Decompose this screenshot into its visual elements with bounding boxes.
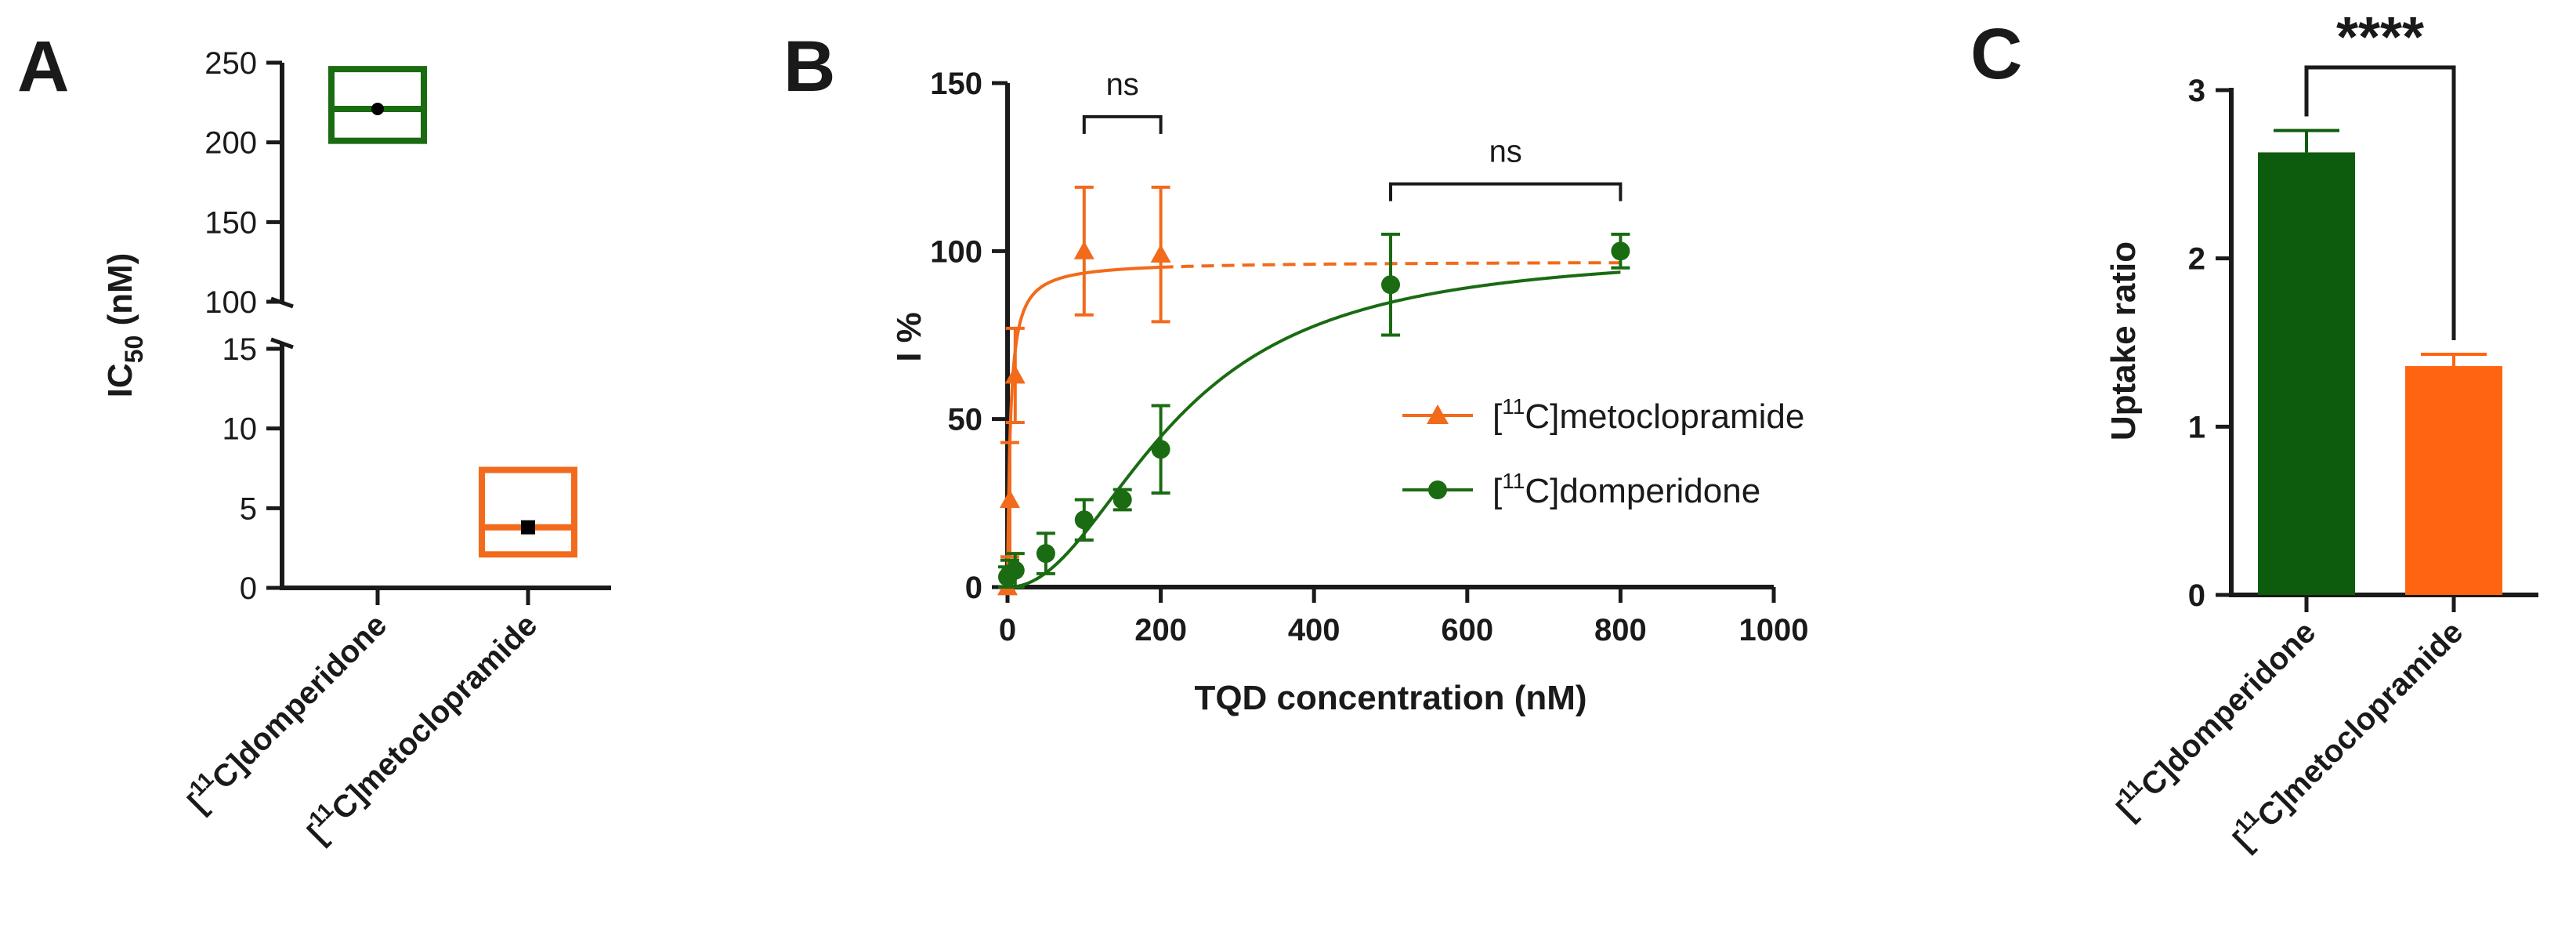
panel-a-box xyxy=(328,66,427,144)
legend-label-post: C]metoclopramide xyxy=(1525,397,1804,436)
panel-c: C 0 1 2 3 **** [11C]domperidone[11C]metoclo… xyxy=(1970,6,2538,858)
domperidone-fit-line xyxy=(1008,270,1621,589)
panel-b-x-tick-label: 200 xyxy=(1134,613,1187,647)
metoclopramide-point xyxy=(999,489,1020,508)
panel-b-annotations: ns ns xyxy=(1082,67,1623,201)
panel-b-x-tick-label: 0 xyxy=(999,613,1016,647)
panel-a-y-tick-label: 5 xyxy=(240,491,257,526)
panel-b-label: B xyxy=(783,27,835,107)
panel-a-y-tick-label: 10 xyxy=(223,412,258,447)
domperidone-point xyxy=(1005,560,1025,580)
domperidone-point xyxy=(1113,490,1132,509)
panel-b-y-tick-label: 50 xyxy=(948,403,983,437)
panel-b-x-tick-label: 800 xyxy=(1594,613,1647,647)
domperidone-point xyxy=(1611,241,1630,261)
panel-a-mean-marker xyxy=(371,102,384,115)
legend-label-pre: [ xyxy=(1492,397,1502,436)
panel-a-box xyxy=(479,466,577,558)
significance-bracket xyxy=(2304,65,2456,341)
legend-label-pre: [ xyxy=(1492,472,1502,510)
panel-a-mean-marker xyxy=(521,520,535,535)
panel-a: A 0 5 10 15 100 150 200 250 [11C]domperidone[11… xyxy=(17,27,611,850)
legend-marker xyxy=(1428,480,1447,499)
panel-a-y-title: IC50 (nM) xyxy=(101,253,148,398)
legend-label-sup: 11 xyxy=(1502,394,1525,419)
panel-c-y-tick-label: 2 xyxy=(2188,242,2205,277)
panel-b-x-tick-label: 400 xyxy=(1288,613,1340,647)
panel-b-ticks: 0 200 400 600 800 1000 0 50 100 150 xyxy=(930,67,1808,647)
panel-b-x-tick-label: 1000 xyxy=(1739,613,1809,647)
panel-a-boxes xyxy=(328,66,577,558)
panel-a-y-tick-label: 0 xyxy=(240,571,257,606)
legend-label: [11C]metoclopramide xyxy=(1492,394,1804,436)
panel-a-label: A xyxy=(17,27,69,107)
panel-b-x-title: TQD concentration (nM) xyxy=(1194,679,1586,717)
panel-a-y-ticks: 0 5 10 15 100 150 200 250 xyxy=(204,46,294,606)
domperidone-point xyxy=(1074,510,1094,530)
panel-a-y-tick-label: 15 xyxy=(223,332,258,367)
panel-c-x-tick-label: [11C]metoclopramide xyxy=(2223,611,2469,858)
panel-a-y-tick-label: 150 xyxy=(204,205,257,240)
ns-label: ns xyxy=(1106,67,1139,102)
panel-c-bar xyxy=(2405,366,2502,595)
panel-a-axis-break-mark xyxy=(270,337,294,350)
panel-b-y-tick-label: 100 xyxy=(930,234,982,269)
significance-stars: **** xyxy=(2336,6,2424,69)
panel-b-legend: [11C]metoclopramide[11C]domperidone xyxy=(1402,394,1804,510)
panel-a-y-tick-label: 250 xyxy=(204,46,257,81)
panel-a-x-labels: [11C]domperidone[11C]metoclopramide xyxy=(182,588,544,850)
domperidone-point xyxy=(1381,275,1400,295)
panel-b-data-points xyxy=(997,185,1630,596)
panel-a-x-tick-label: [11C]metoclopramide xyxy=(297,604,544,850)
panel-a-y-tick-label: 100 xyxy=(204,285,257,320)
panel-c-ticks: 0 1 2 3 xyxy=(2188,74,2231,613)
metoclopramide-point xyxy=(1004,364,1026,384)
panel-c-bar xyxy=(2258,152,2355,596)
panel-b-y-tick-label: 0 xyxy=(965,571,982,605)
panel-c-y-tick-label: 3 xyxy=(2188,74,2205,108)
legend-marker xyxy=(1427,404,1449,424)
legend-label-sup: 11 xyxy=(1502,469,1525,493)
panel-c-label: C xyxy=(1970,14,2022,94)
panel-c-bars xyxy=(2258,129,2502,596)
domperidone-point xyxy=(1151,440,1170,459)
ns-bracket xyxy=(1082,114,1163,134)
ns-bracket xyxy=(1389,182,1623,201)
panel-c-y-tick-label: 1 xyxy=(2188,410,2205,444)
panel-c-significance: **** xyxy=(2304,6,2456,341)
panel-b-y-title: I % xyxy=(890,312,928,362)
panel-c-x-labels: [11C]domperidone[11C]metoclopramide xyxy=(2111,595,2469,858)
panel-b-y-tick-label: 150 xyxy=(930,67,982,101)
metoclopramide-point xyxy=(1150,244,1171,263)
legend-label-post: C]domperidone xyxy=(1525,472,1760,510)
ns-label: ns xyxy=(1489,135,1522,169)
panel-c-y-title: Uptake ratio xyxy=(2104,241,2143,441)
panel-a-axis-break-mark xyxy=(270,296,294,309)
panel-b-x-tick-label: 600 xyxy=(1441,613,1493,647)
legend-label: [11C]domperidone xyxy=(1492,469,1760,510)
domperidone-point xyxy=(1036,544,1055,564)
panel-a-y-tick-label: 200 xyxy=(204,126,257,161)
panel-c-y-tick-label: 0 xyxy=(2188,578,2205,613)
metoclopramide-point xyxy=(1073,241,1094,259)
